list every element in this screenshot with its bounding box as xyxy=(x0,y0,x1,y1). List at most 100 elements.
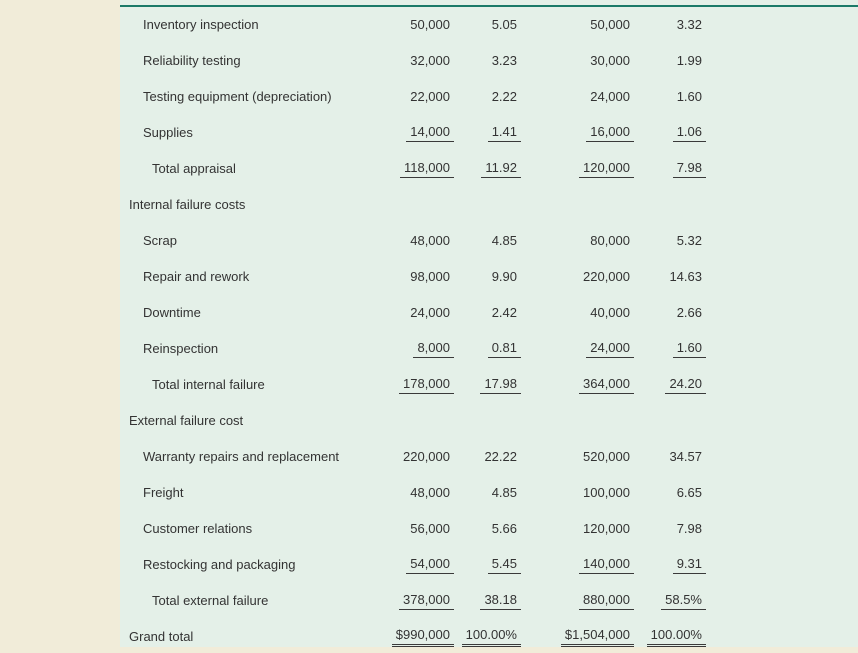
cell-value: 2.66 xyxy=(630,305,702,322)
value-text: 24,000 xyxy=(410,304,450,320)
value-text: 80,000 xyxy=(590,232,630,248)
value-text: 5.32 xyxy=(676,232,702,248)
cell-value: 4.85 xyxy=(450,233,517,250)
cell-value: 100.00% xyxy=(630,627,706,647)
value-text: 2.42 xyxy=(491,304,517,320)
cell-value: 38.18 xyxy=(450,592,521,610)
cell-value: 120,000 xyxy=(517,521,630,538)
row-label: Downtime xyxy=(143,305,201,320)
row-label: Customer relations xyxy=(143,521,253,536)
value-text: 24.20 xyxy=(665,376,706,394)
row-label: Grand total xyxy=(129,629,194,644)
value-text: 5.05 xyxy=(491,16,517,32)
cell-value: 1.06 xyxy=(630,124,706,142)
cell-value: 14.63 xyxy=(630,269,702,286)
top-divider-rule xyxy=(120,5,858,7)
row-label: Supplies xyxy=(143,125,193,140)
value-text: 1.06 xyxy=(672,124,706,142)
value-text: 17.98 xyxy=(480,376,521,394)
table-row: Total external failure 378,000 38.18 880,00… xyxy=(120,583,858,619)
value-text: 24,000 xyxy=(586,340,634,358)
cell-value: 5.66 xyxy=(450,521,517,538)
value-text: 54,000 xyxy=(406,556,454,574)
cell-value: 54,000 xyxy=(355,556,454,574)
value-text: 4.85 xyxy=(491,232,517,248)
cell-value: 2.22 xyxy=(450,89,517,106)
value-text: 32,000 xyxy=(410,52,450,68)
value-text: $1,504,000 xyxy=(560,627,634,647)
value-text: 1.99 xyxy=(676,52,702,68)
row-label: Freight xyxy=(143,485,184,500)
row-label: Total external failure xyxy=(152,593,269,608)
value-text: 56,000 xyxy=(410,520,450,536)
section-header-label: External failure cost xyxy=(129,413,244,428)
cell-value: 9.90 xyxy=(450,269,517,286)
value-text: 0.81 xyxy=(487,340,521,358)
value-text: 14.63 xyxy=(669,268,702,284)
cell-value: 9.31 xyxy=(630,556,706,574)
value-text: 50,000 xyxy=(410,16,450,32)
cell-value: $990,000 xyxy=(355,627,454,647)
value-text: 1.60 xyxy=(672,340,706,358)
row-label: Restocking and packaging xyxy=(143,557,296,572)
cell-value: 520,000 xyxy=(517,449,630,466)
row-label: Repair and rework xyxy=(143,269,250,284)
value-text: 5.66 xyxy=(491,520,517,536)
cell-value: 50,000 xyxy=(355,17,450,34)
cell-value: 220,000 xyxy=(517,269,630,286)
value-text: 378,000 xyxy=(399,592,454,610)
cell-value: 17.98 xyxy=(450,376,521,394)
cell-value: 40,000 xyxy=(517,305,630,322)
section-header-label: Internal failure costs xyxy=(129,197,246,212)
row-label: Warranty repairs and replacement xyxy=(143,449,340,464)
value-text: 3.32 xyxy=(676,16,702,32)
cell-value: 24,000 xyxy=(355,305,450,322)
value-text: 7.98 xyxy=(672,160,706,178)
table-row: Inventory inspection 50,000 5.05 50,000 3.32 xyxy=(120,7,858,43)
value-text: 100.00% xyxy=(646,627,706,647)
value-text: 1.60 xyxy=(676,88,702,104)
section-header-row: External failure cost xyxy=(120,403,858,439)
value-text: 8,000 xyxy=(413,340,454,358)
value-text: 120,000 xyxy=(579,160,634,178)
cell-value: 22.22 xyxy=(450,449,517,466)
cell-value: 24.20 xyxy=(630,376,706,394)
cell-value: 5.05 xyxy=(450,17,517,34)
row-label: Reliability testing xyxy=(143,53,241,68)
value-text: 3.23 xyxy=(491,52,517,68)
cell-value: 100.00% xyxy=(450,627,521,647)
value-text: 100.00% xyxy=(461,627,521,647)
cell-value: 48,000 xyxy=(355,485,450,502)
value-text: 11.92 xyxy=(481,160,521,178)
value-text: 140,000 xyxy=(579,556,634,574)
cell-value: 58.5% xyxy=(630,592,706,610)
cell-value: 30,000 xyxy=(517,53,630,70)
cell-value: 364,000 xyxy=(517,376,634,394)
value-text: 4.85 xyxy=(491,484,517,500)
cell-value: 1.41 xyxy=(450,124,521,142)
value-text: 48,000 xyxy=(410,232,450,248)
cell-value: 880,000 xyxy=(517,592,634,610)
value-text: 14,000 xyxy=(406,124,454,142)
section-header-row: Internal failure costs xyxy=(120,187,858,223)
cell-value: 48,000 xyxy=(355,233,450,250)
value-text: 1.41 xyxy=(487,124,521,142)
value-text: 48,000 xyxy=(410,484,450,500)
value-text: 2.22 xyxy=(491,88,517,104)
value-text: 50,000 xyxy=(590,16,630,32)
value-text: $990,000 xyxy=(391,627,454,647)
table-row: Grand total $990,000 100.00% $1,504,000 100.… xyxy=(120,619,858,647)
cost-table: Inventory inspection 50,000 5.05 50,000 3.32… xyxy=(120,7,858,647)
value-text: 22,000 xyxy=(410,88,450,104)
value-text: 38.18 xyxy=(480,592,521,610)
table-row: Total appraisal 118,000 11.92 120,000 7.98 xyxy=(120,151,858,187)
value-text: 7.98 xyxy=(676,520,702,536)
cell-value: 56,000 xyxy=(355,521,450,538)
cell-value: 3.32 xyxy=(630,17,702,34)
value-text: 34.57 xyxy=(669,448,702,464)
cell-value: 100,000 xyxy=(517,485,630,502)
cell-value: 220,000 xyxy=(355,449,450,466)
cell-value: 7.98 xyxy=(630,521,702,538)
value-text: 520,000 xyxy=(583,448,630,464)
value-text: 120,000 xyxy=(583,520,630,536)
